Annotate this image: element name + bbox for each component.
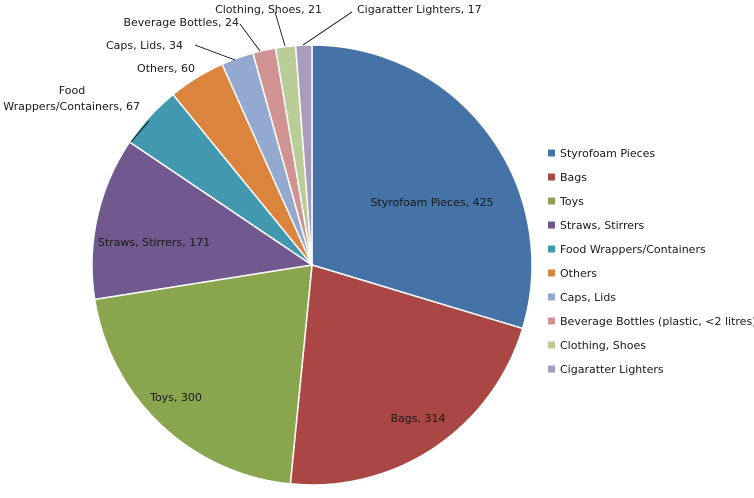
pie-slice-bags [289, 264, 524, 486]
pie-slice-styrofoam-pieces [311, 44, 533, 330]
legend-swatch [548, 269, 555, 277]
legend-item: Food Wrappers/Containers [548, 243, 706, 256]
slice-label: Clothing, Shoes, 21 [215, 3, 322, 16]
legend-item: Others [548, 267, 597, 280]
legend-item: Clothing, Shoes [548, 339, 646, 352]
legend-item: Bags [548, 171, 587, 184]
leader-line-8 [274, 11, 286, 47]
legend-swatch [548, 221, 555, 229]
legend-swatch [548, 245, 555, 253]
legend-swatch [548, 293, 555, 301]
legend-swatch [548, 365, 555, 373]
slice-label: Styrofoam Pieces, 425 [370, 196, 493, 209]
legend-label: Cigaratter Lighters [560, 363, 664, 376]
legend-label: Others [560, 267, 597, 280]
legend-item: Caps, Lids [548, 291, 616, 304]
legend: Styrofoam Pieces Bags Toys Straws, Stirrers… [548, 147, 754, 376]
pie-slices [91, 44, 533, 486]
legend-swatch [548, 197, 555, 205]
leader-line-9 [302, 11, 353, 46]
leader-line-7 [239, 23, 261, 52]
slice-label: Beverage Bottles, 24 [123, 16, 239, 29]
slice-label: Caps, Lids, 34 [106, 39, 183, 52]
slice-label: Cigaratter Lighters, 17 [357, 3, 482, 16]
legend-label: Beverage Bottles (plastic, <2 litres) [560, 315, 754, 328]
pie-slice-toys [93, 264, 313, 485]
legend-swatch [548, 341, 555, 349]
legend-item: Beverage Bottles (plastic, <2 litres) [548, 315, 754, 328]
pie-slice-cigaratter-lighters [294, 44, 313, 266]
legend-label: Straws, Stirrers [560, 219, 645, 232]
leader-line-4 [130, 120, 150, 143]
legend-item: Straws, Stirrers [548, 219, 645, 232]
legend-item: Styrofoam Pieces [548, 147, 655, 160]
slice-labels: Styrofoam Pieces, 425 Bags, 314 Toys, 300 S… [3, 3, 493, 425]
legend-label: Toys [559, 195, 584, 208]
slice-label: Straws, Stirrers, 171 [98, 236, 210, 249]
legend-item: Cigaratter Lighters [548, 363, 664, 376]
slice-label: Bags, 314 [391, 412, 446, 425]
legend-label: Food Wrappers/Containers [560, 243, 706, 256]
label-leader-lines [130, 11, 353, 143]
slice-label: Food Wrappers/Containers, 67 [3, 84, 140, 113]
legend-label: Bags [560, 171, 587, 184]
leader-line-6 [194, 44, 236, 61]
slice-label: Toys, 300 [149, 391, 202, 404]
legend-item: Toys [548, 195, 584, 208]
legend-swatch [548, 317, 555, 325]
legend-swatch [548, 173, 555, 181]
pie-slice-straws-stirrers [91, 141, 314, 301]
legend-swatch [548, 149, 555, 157]
slice-label: Others, 60 [137, 62, 195, 75]
legend-label: Styrofoam Pieces [560, 147, 655, 160]
legend-label: Clothing, Shoes [560, 339, 646, 352]
legend-label: Caps, Lids [560, 291, 616, 304]
